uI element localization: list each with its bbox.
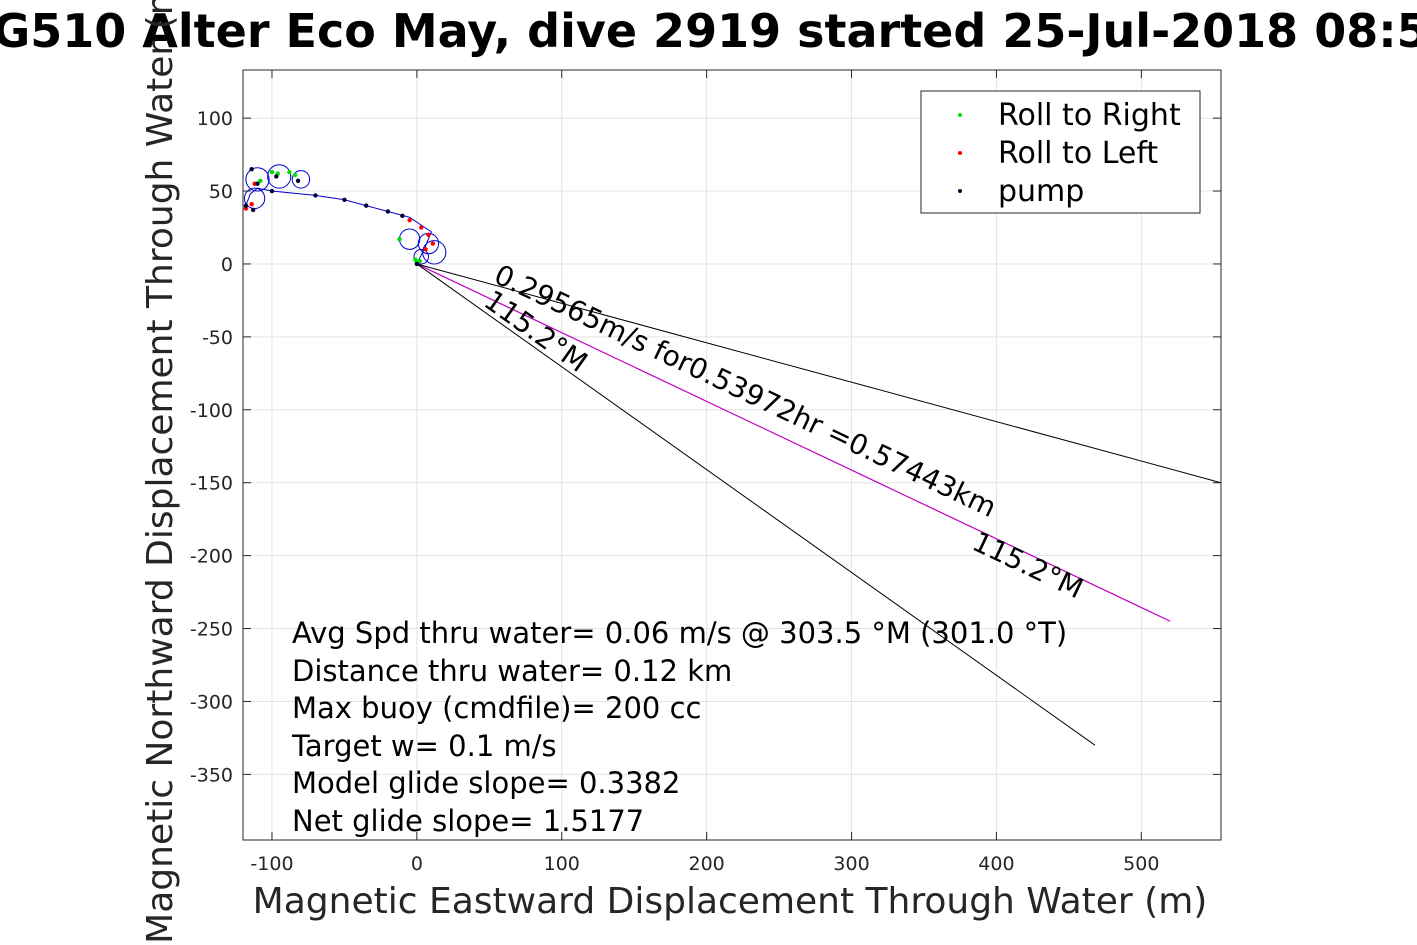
plot-frame (242, 69, 1222, 841)
tick-label-y: -150 (190, 473, 233, 495)
legend-marker-roll-right (958, 113, 962, 117)
roll-left-point (407, 218, 412, 223)
pump-point (313, 193, 318, 198)
pump-point (400, 213, 405, 219)
roll-left-point (430, 241, 436, 246)
roll-right-point (413, 257, 418, 262)
tick-label-y: -350 (190, 764, 233, 786)
tick-label-y: -300 (190, 691, 233, 713)
tick-label-x: -100 (250, 853, 293, 875)
roll-left-point (419, 225, 424, 230)
stat-model-glide: Model glide slope= 0.3382 (292, 766, 680, 800)
pump-point (243, 203, 249, 208)
stat-target-w: Target w= 0.1 m/s (291, 729, 557, 763)
legend-marker-pump (958, 189, 962, 193)
tick-label-x: 400 (978, 853, 1014, 875)
line-bound-upper (416, 263, 1221, 484)
roll-left-point (426, 232, 431, 237)
track-loop (291, 170, 311, 189)
roll-right-point (397, 236, 402, 242)
roll-right-point (258, 178, 263, 184)
line-bound-lower (416, 263, 1096, 746)
axis-ticks: -100 0 100 200 300 400 500100500-50-100-150-20… (190, 70, 1221, 875)
track-loop (413, 248, 429, 265)
grid (243, 70, 1221, 840)
stats-block: Avg Spd thru water= 0.06 m/s @ 303.5 °M … (291, 616, 1067, 838)
tick-label-x: 300 (833, 853, 869, 875)
track-loop (245, 167, 270, 192)
tick-label-x: 200 (689, 853, 725, 875)
pump-point (274, 174, 279, 179)
pump-point (250, 207, 256, 213)
pump-point (414, 261, 420, 267)
legend-box (920, 90, 1201, 214)
stat-net-glide: Net glide slope= 1.5177 (292, 804, 644, 838)
tick-label-y: 0 (221, 254, 233, 276)
pump-point (295, 178, 301, 184)
stat-max-buoy: Max buoy (cmdfile)= 200 cc (292, 691, 701, 725)
legend-label-roll-right: Roll to Right (998, 98, 1181, 133)
roll-left-point (423, 247, 428, 252)
pump-point (363, 203, 369, 208)
chart-title: SG510 Alter Eco May, dive 2919 started 2… (0, 4, 1417, 58)
roll-left-point (249, 201, 254, 207)
track-loop (422, 240, 447, 265)
roll-right-point (287, 169, 292, 175)
line-current (416, 263, 1171, 622)
tick-label-y: 50 (209, 181, 233, 203)
x-axis-label: Magnetic Eastward Displacement Through W… (253, 881, 1208, 922)
tick-label-x: 0 (411, 853, 423, 875)
pump-point (269, 188, 275, 194)
tick-label-y: -250 (190, 619, 233, 641)
legend-label-roll-left: Roll to Left (998, 136, 1158, 171)
legend: Roll to Right Roll to Left pump (920, 90, 1201, 214)
tick-label-y: 100 (197, 108, 233, 130)
tick-label-y: -100 (190, 400, 233, 422)
pump-point (255, 181, 260, 186)
tick-label-y: -50 (202, 327, 233, 349)
roll-right-point (292, 172, 298, 178)
tick-label-x: 500 (1123, 853, 1159, 875)
stat-distance: Distance thru water= 0.12 km (292, 654, 732, 688)
tick-label-x: 100 (544, 853, 580, 875)
y-axis-label: Magnetic Northward Displacement Through … (140, 0, 181, 944)
legend-label-pump: pump (998, 174, 1084, 209)
tick-label-y: -200 (190, 546, 233, 568)
roll-right-point (269, 169, 275, 175)
legend-marker-roll-left (958, 151, 962, 155)
pump-point (342, 197, 347, 202)
pump-point (385, 209, 391, 214)
pump-point (249, 166, 254, 172)
stat-avg-speed: Avg Spd thru water= 0.06 m/s @ 303.5 °M … (292, 616, 1067, 650)
plot-content (243, 164, 1221, 746)
track-loop (267, 164, 292, 189)
